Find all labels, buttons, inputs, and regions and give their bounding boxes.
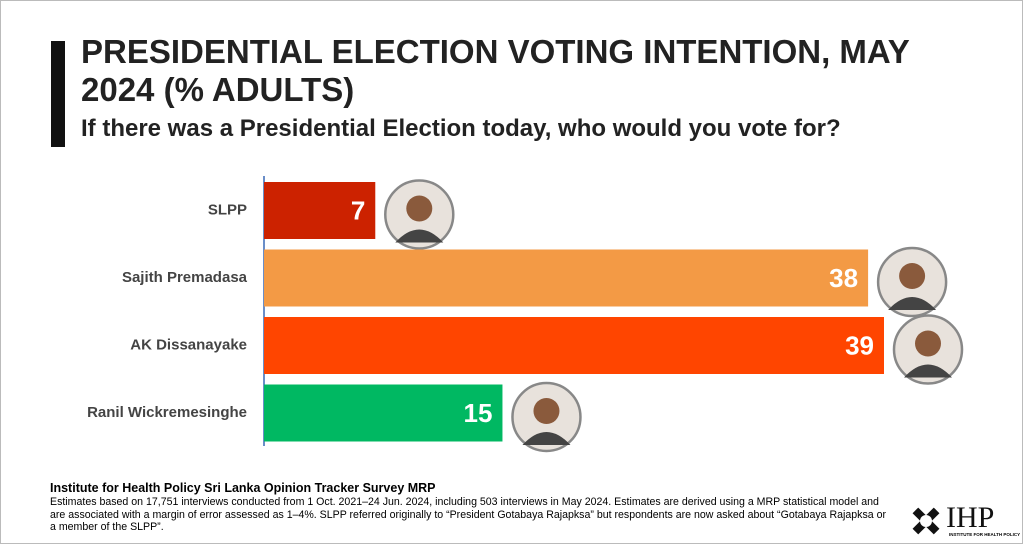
logo: IHP bbox=[946, 501, 995, 534]
chart: SLPP 7 Sajith Premadasa 38 AK Dissanayake 39 R… bbox=[87, 176, 964, 453]
bar bbox=[264, 317, 884, 374]
chart-subtitle: If there was a Presidential Election tod… bbox=[81, 115, 841, 142]
footnote: Estimates based on 17,751 interviews con… bbox=[50, 496, 886, 533]
source: Institute for Health Policy Sri Lanka Op… bbox=[50, 481, 436, 495]
photo-face bbox=[406, 195, 433, 222]
photo-body bbox=[395, 229, 444, 243]
bar bbox=[264, 249, 869, 307]
value-label: 15 bbox=[464, 398, 493, 428]
photo-body bbox=[904, 364, 952, 378]
value-label: 38 bbox=[829, 263, 858, 293]
photo-body bbox=[888, 297, 937, 310]
photo-face bbox=[899, 263, 926, 289]
logo-icon bbox=[912, 507, 940, 535]
value-label: 7 bbox=[351, 195, 365, 225]
chart-title: PRESIDENTIAL ELECTION VOTING INTENTION, … bbox=[81, 33, 910, 108]
bar bbox=[264, 182, 376, 239]
photo-face bbox=[915, 330, 941, 357]
title-bar bbox=[51, 41, 65, 147]
category-label: SLPP bbox=[208, 201, 247, 218]
value-label: 39 bbox=[845, 330, 874, 360]
category-label: AK Dissanayake bbox=[130, 336, 247, 353]
logo-subtitle: INSTITUTE FOR HEALTH POLICY bbox=[949, 532, 1021, 537]
category-label: Sajith Premadasa bbox=[122, 269, 248, 286]
bar bbox=[264, 384, 503, 442]
category-label: Ranil Wickremesinghe bbox=[87, 404, 247, 421]
photo-body bbox=[522, 432, 571, 445]
photo-face bbox=[533, 398, 560, 424]
